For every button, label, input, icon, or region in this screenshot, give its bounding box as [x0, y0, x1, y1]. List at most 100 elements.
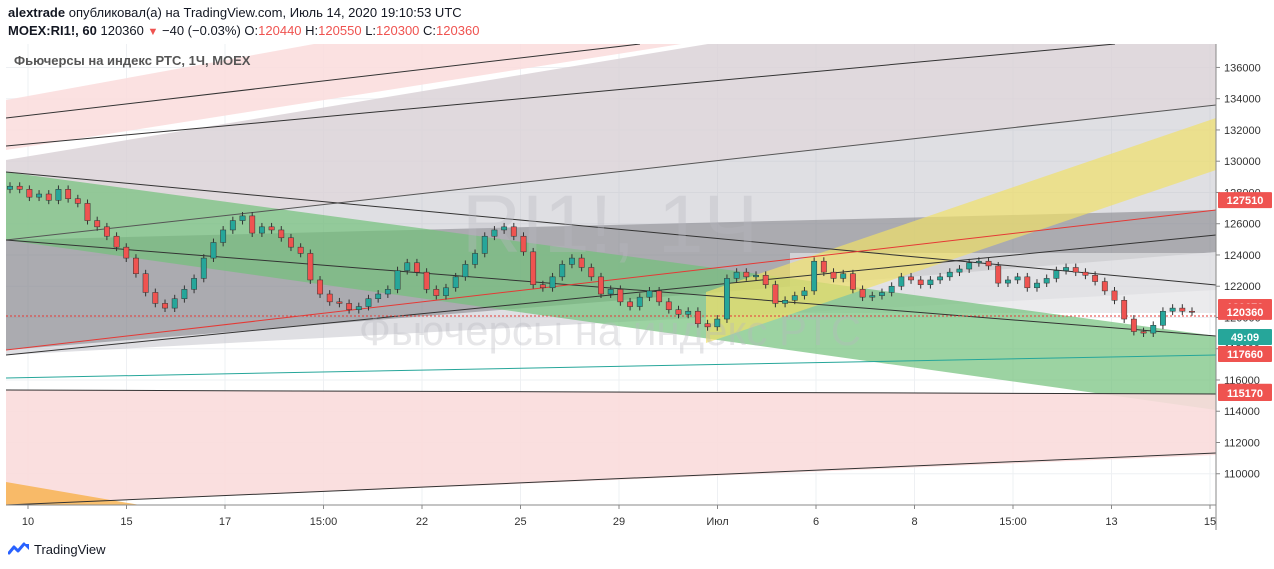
candle-body — [55, 189, 62, 201]
trend-line — [6, 354, 1216, 379]
candle — [733, 268, 740, 283]
time-tick-label: 22 — [416, 516, 428, 528]
price-tick-label: 136000 — [1224, 62, 1261, 74]
candle-body — [743, 271, 750, 278]
candle-body — [908, 276, 914, 281]
candle-body — [152, 292, 159, 304]
candle — [1101, 277, 1108, 295]
candle — [869, 291, 876, 302]
price-label-text: 115170 — [1227, 388, 1263, 400]
high-label: H: — [305, 23, 319, 38]
price-axis[interactable]: 1100001120001140001160001180001200001220… — [1216, 62, 1261, 481]
candle — [36, 190, 42, 202]
candle — [762, 271, 769, 289]
candle-body — [26, 189, 33, 198]
candle-body — [133, 257, 139, 274]
candle — [452, 272, 459, 292]
price-label-text: 117660 — [1227, 349, 1263, 361]
price-tick-label: 122000 — [1224, 281, 1261, 293]
candle — [84, 199, 91, 225]
candle — [820, 257, 827, 277]
candle — [791, 291, 798, 305]
candle — [607, 285, 614, 298]
candle-body — [869, 295, 876, 298]
down-arrow-icon: ▼ — [147, 26, 159, 38]
candle-body — [171, 298, 178, 309]
time-tick-label: 15 — [1204, 516, 1216, 528]
candle-body — [1189, 310, 1195, 313]
price-tick-label: 132000 — [1224, 125, 1261, 137]
candle — [375, 290, 382, 303]
candle-body — [830, 271, 837, 279]
candle — [220, 226, 227, 247]
candle — [1092, 271, 1099, 286]
candle-body — [1034, 282, 1040, 289]
footer: TradingView — [8, 541, 106, 557]
candle — [782, 296, 788, 308]
candle — [946, 268, 953, 281]
candle — [636, 293, 643, 311]
candle-body — [384, 289, 391, 295]
candle-body — [849, 273, 856, 290]
candle-body — [1063, 267, 1069, 271]
candle — [849, 269, 856, 294]
price-label: 49:09 — [1218, 329, 1272, 346]
brand-name[interactable]: TradingView — [34, 541, 106, 557]
time-tick-label: 6 — [813, 516, 819, 528]
candle — [559, 260, 566, 281]
candle — [888, 282, 895, 297]
candle — [840, 269, 847, 283]
candle — [74, 194, 81, 208]
price-label: 127510 — [1218, 192, 1272, 209]
symbol-line: MOEX:RI1!, 60 120360 ▼ −40 (−0.03%) O:12… — [8, 22, 1208, 41]
candle-body — [317, 279, 323, 295]
candle — [617, 285, 624, 306]
candle-body — [646, 290, 653, 298]
candle — [578, 254, 585, 272]
candle — [133, 254, 139, 278]
candle-body — [1005, 279, 1011, 284]
candle-body — [200, 257, 207, 279]
candle-body — [1130, 318, 1137, 332]
candle — [1150, 321, 1157, 338]
time-axis[interactable]: 10 15 17 15:00 22 25 29 Июл 6 8 15:00 13 15 — [22, 505, 1216, 528]
candle — [1043, 274, 1050, 288]
candle — [1121, 296, 1128, 323]
orange-zone — [6, 482, 140, 505]
candle-body — [1101, 281, 1108, 292]
price-label: 120360 — [1218, 303, 1272, 320]
candle — [1140, 327, 1147, 338]
candle-body — [1150, 325, 1157, 334]
candle — [956, 265, 963, 277]
author-name[interactable]: alextrade — [8, 5, 66, 20]
candle-body — [7, 185, 13, 190]
price-labels: 12751012067012036049:0911766011525011517… — [1218, 192, 1272, 401]
candle-body — [946, 271, 953, 278]
candle — [142, 269, 149, 297]
candle — [1111, 287, 1118, 305]
candle-body — [336, 301, 343, 304]
candle — [462, 260, 469, 281]
time-tick-label: Июл — [706, 516, 728, 528]
candle-body — [365, 298, 372, 307]
candle-body — [346, 303, 353, 310]
candle-body — [288, 237, 294, 248]
candle-body — [811, 260, 818, 292]
candle — [830, 268, 837, 283]
candle — [268, 222, 275, 234]
candle-body — [142, 273, 149, 293]
candle-body — [927, 279, 934, 285]
candle-body — [879, 292, 885, 296]
candle-body — [607, 289, 614, 295]
candle-body — [539, 284, 546, 289]
candle — [249, 211, 256, 237]
candle-body — [975, 260, 982, 264]
price-label-bg — [1218, 384, 1272, 401]
candle-body — [627, 301, 633, 307]
candle — [530, 247, 537, 289]
candle-body — [549, 276, 556, 289]
candle-body — [297, 246, 304, 254]
candle-body — [462, 264, 469, 278]
candle-body — [530, 251, 537, 285]
